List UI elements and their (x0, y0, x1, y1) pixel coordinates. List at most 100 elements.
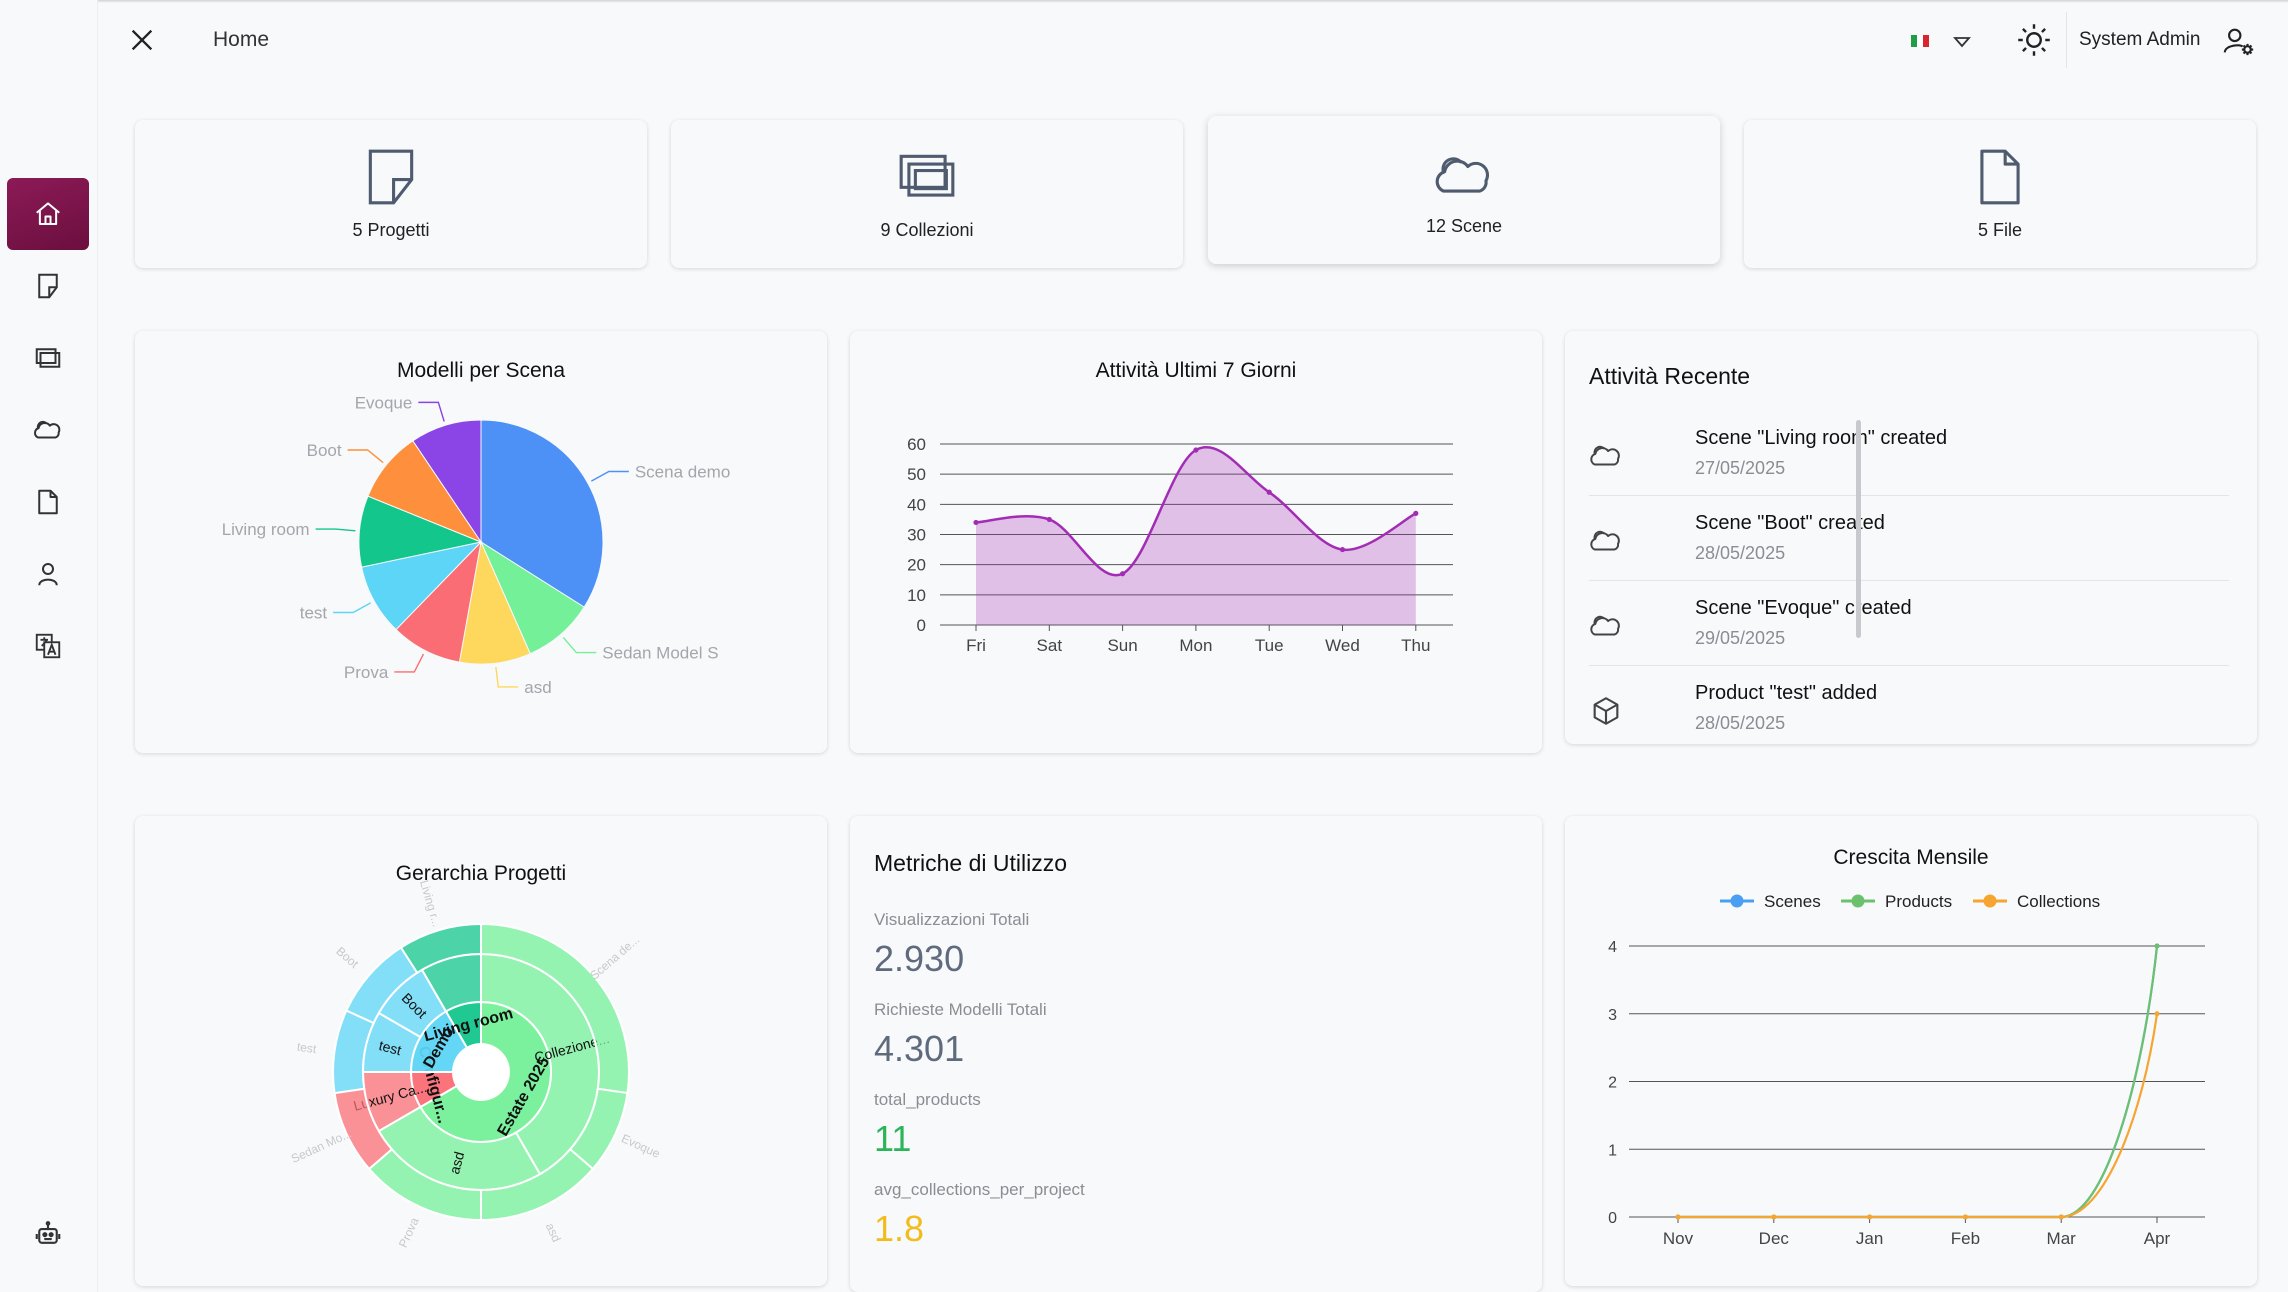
file-icon (38, 489, 58, 515)
activity-list[interactable]: Scene "Living room" created 27/05/2025 S… (1589, 411, 2229, 744)
sidebar-item-projects[interactable] (7, 250, 89, 322)
legend-label: Collections (2017, 892, 2100, 911)
cloud-icon (1590, 530, 1620, 551)
list-item[interactable]: Product "test" added 28/05/2025 (1589, 666, 2229, 744)
project-icon (38, 273, 58, 299)
pie-label: Living room (222, 520, 310, 539)
cloud-icon (1590, 615, 1620, 636)
y-tick-label: 30 (907, 526, 926, 545)
list-item[interactable]: Scene "Evoque" created 29/05/2025 (1589, 581, 2229, 666)
user-settings-icon[interactable] (2222, 24, 2256, 58)
user-name[interactable]: System Admin (2079, 29, 2201, 50)
panel-title: Crescita Mensile (1833, 846, 1989, 869)
pie-label: Scena demo (635, 463, 730, 482)
y-tick-label: 0 (917, 616, 926, 635)
series-line (1678, 1013, 2159, 1219)
activity-text: Scene "Living room" created (1695, 427, 1948, 449)
sun-icon[interactable] (2016, 22, 2052, 58)
sunburst-label: asd (543, 1221, 564, 1244)
project-hierarchy-panel: Gerarchia Progetti Estate 2025 Configur..… (135, 816, 827, 1286)
y-tick-label: 10 (907, 586, 926, 605)
pie-label-line (562, 636, 597, 654)
robot-icon (35, 1221, 61, 1244)
sidebar-item-assistant[interactable] (7, 1198, 89, 1270)
sidebar-item-scenes[interactable] (7, 394, 89, 466)
data-point (1046, 516, 1052, 523)
activity-date: 28/05/2025 (1695, 543, 1786, 563)
stat-label: 5 Progetti (352, 220, 430, 240)
sidebar-item-home[interactable] (7, 178, 89, 250)
stat-card-scenes[interactable]: 12 Scene (1208, 116, 1720, 264)
data-point (1120, 571, 1126, 577)
usage-metrics-panel: Metriche di Utilizzo Visualizzazioni Tot… (850, 816, 1542, 1292)
top-bar: Home System Admin (98, 0, 2288, 82)
pie-label-line (495, 667, 519, 688)
top-edge (0, 0, 2288, 3)
recent-activity-panel: Attività Recente Scene "Living room" cre… (1565, 331, 2257, 744)
sunburst-segment (399, 922, 482, 975)
sunburst-label: Sedan Mo... (289, 1126, 354, 1166)
pie-label: asd (524, 678, 551, 697)
sidebar (0, 0, 98, 1292)
sunburst-label: Prova (396, 1215, 422, 1250)
x-tick-label: Dec (1759, 1229, 1790, 1248)
italy-flag-icon[interactable] (1911, 35, 1929, 47)
pie-slice (480, 419, 604, 608)
sunburst-label: Scena de... (587, 932, 642, 982)
metric-label: total_products (874, 1090, 981, 1109)
data-point (973, 519, 979, 526)
y-tick-label: 60 (907, 435, 926, 454)
data-point (2154, 1011, 2160, 1017)
chevron-down-icon[interactable] (1950, 30, 1974, 54)
y-tick-label: 3 (1608, 1007, 1617, 1024)
cube-icon (1593, 697, 1619, 725)
x-tick-label: Thu (1401, 636, 1430, 655)
metric-value: 4.301 (874, 1028, 965, 1069)
area-chart[interactable]: 0 10 20 30 40 50 60 Fri Sat Sun Mon Tue Wed Thu (850, 331, 1542, 753)
activity-text: Product "test" added (1695, 682, 1878, 704)
stat-card-collections[interactable]: 9 Collezioni (671, 120, 1183, 268)
sidebar-item-users[interactable] (7, 538, 89, 610)
cloud-icon (1590, 445, 1620, 466)
home-icon (36, 202, 60, 225)
pie-chart[interactable]: Scena demo Sedan Model S asd Prova test Livin… (135, 331, 827, 753)
panel-title: Attività Ultimi 7 Giorni (1095, 359, 1297, 382)
stat-label: 5 File (1977, 220, 2022, 240)
breadcrumb[interactable]: Home (213, 28, 270, 51)
sunburst-label: Evoque (619, 1131, 662, 1161)
data-point (2058, 1214, 2064, 1220)
y-tick-label: 1 (1608, 1142, 1617, 1159)
x-tick-label: Feb (1951, 1229, 1980, 1248)
pie-label-line (347, 449, 384, 464)
sidebar-item-translations[interactable] (7, 610, 89, 682)
list-item[interactable]: Scene "Boot" created 28/05/2025 (1589, 496, 2229, 581)
data-point (1675, 1214, 1681, 1220)
activity-scrollbar[interactable] (1856, 420, 1861, 638)
close-menu-button[interactable] (126, 24, 158, 56)
data-point (1962, 1214, 1968, 1220)
x-tick-label: Wed (1325, 636, 1360, 655)
file-icon (1980, 149, 2020, 205)
pie-label-line (591, 470, 629, 482)
stat-card-files[interactable]: 5 File (1744, 120, 2256, 268)
sunburst-label: asd (446, 1150, 467, 1176)
line-chart[interactable]: Scenes Products Collections 0 1 2 3 4 Nov Dec Jan F… (1565, 816, 2257, 1286)
user-icon (38, 563, 58, 586)
sunburst-label: test (296, 1040, 318, 1057)
y-tick-label: 20 (907, 556, 926, 575)
cloud-icon (1435, 157, 1490, 193)
stat-card-projects[interactable]: 5 Progetti (135, 120, 647, 268)
panel-title: Attività Recente (1589, 363, 1751, 389)
list-item[interactable]: Scene "Living room" created 27/05/2025 (1589, 411, 2229, 496)
sidebar-item-collections[interactable] (7, 322, 89, 394)
data-point (1867, 1214, 1873, 1220)
metric-value: 1.8 (874, 1208, 925, 1249)
data-point (1771, 1214, 1777, 1220)
sunburst-label: Living r... (417, 878, 444, 928)
activity-text: Scene "Boot" created (1695, 512, 1885, 534)
panel-title: Gerarchia Progetti (395, 862, 567, 885)
pie-label: Evoque (355, 393, 413, 412)
sidebar-item-files[interactable] (7, 466, 89, 538)
pie-chart-panel: Modelli per Scena Scena demo Sedan Model … (135, 331, 827, 753)
